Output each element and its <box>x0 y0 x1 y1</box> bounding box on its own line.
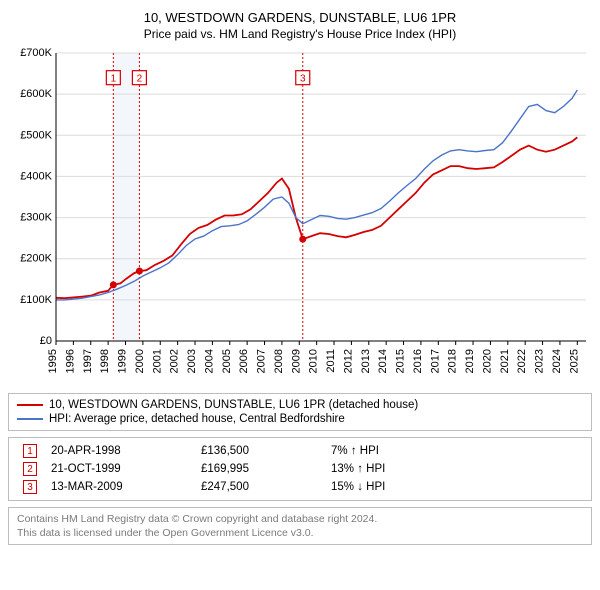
x-tick-label: 1996 <box>64 349 76 373</box>
x-tick-label: 2001 <box>151 349 163 373</box>
legend-label: 10, WESTDOWN GARDENS, DUNSTABLE, LU6 1PR… <box>49 399 418 411</box>
x-tick-label: 2006 <box>238 349 250 373</box>
attribution: Contains HM Land Registry data © Crown c… <box>8 507 592 545</box>
y-tick-label: £300K <box>20 212 52 224</box>
x-tick-label: 1999 <box>117 349 129 373</box>
x-tick-label: 2013 <box>360 349 372 373</box>
y-tick-label: £100K <box>20 294 52 306</box>
events-table: 1 20-APR-1998£136,5007% ↑ HPI 2 21-OCT-1999… <box>8 437 592 501</box>
x-tick-label: 2002 <box>169 349 181 373</box>
attribution-line1: Contains HM Land Registry data © Crown c… <box>17 512 583 526</box>
x-tick-label: 2011 <box>325 349 337 373</box>
event-marker-label: 2 <box>137 73 143 84</box>
event-price: £247,500 <box>195 478 325 496</box>
x-tick-label: 2014 <box>377 349 389 373</box>
x-tick-label: 2018 <box>447 349 459 373</box>
event-date: 20-APR-1998 <box>45 442 195 460</box>
x-tick-label: 2015 <box>395 349 407 373</box>
y-tick-label: £400K <box>20 170 52 182</box>
legend-label: HPI: Average price, detached house, Cent… <box>49 413 345 425</box>
chart-area: £0 £100K £200K £300K £400K £500K £600K £700K 199… <box>8 47 592 387</box>
x-tick-label: 2003 <box>186 349 198 373</box>
event-num-marker: 2 <box>23 462 37 476</box>
event-marker-label: 1 <box>111 73 117 84</box>
x-tick-label: 2019 <box>464 349 476 373</box>
x-tick-label: 2000 <box>134 349 146 373</box>
event-delta: 7% ↑ HPI <box>325 442 583 460</box>
y-tick-label: £600K <box>20 88 52 100</box>
x-tick-label: 2008 <box>273 349 285 373</box>
legend-row: HPI: Average price, detached house, Cent… <box>17 412 583 426</box>
event-row: 3 13-MAR-2009£247,50015% ↓ HPI <box>17 478 583 496</box>
data-point-marker <box>136 268 143 275</box>
x-tick-label: 2020 <box>481 349 493 373</box>
x-tick-label: 2017 <box>429 349 441 373</box>
x-tick-label: 2022 <box>516 349 528 373</box>
x-tick-label: 2012 <box>342 349 354 373</box>
chart-title: 10, WESTDOWN GARDENS, DUNSTABLE, LU6 1PR <box>8 10 592 25</box>
event-row: 1 20-APR-1998£136,5007% ↑ HPI <box>17 442 583 460</box>
x-tick-label: 2010 <box>308 349 320 373</box>
legend-row: 10, WESTDOWN GARDENS, DUNSTABLE, LU6 1PR… <box>17 398 583 412</box>
event-delta: 13% ↑ HPI <box>325 460 583 478</box>
x-tick-label: 2021 <box>499 349 511 373</box>
highlight-band <box>113 53 139 341</box>
x-tick-label: 1997 <box>82 349 94 373</box>
x-tick-label: 2004 <box>203 349 215 373</box>
chart-subtitle: Price paid vs. HM Land Registry's House … <box>8 27 592 41</box>
x-tick-label: 2007 <box>256 349 268 373</box>
x-tick-label: 1995 <box>47 349 59 373</box>
event-row: 2 21-OCT-1999£169,99513% ↑ HPI <box>17 460 583 478</box>
x-tick-label: 2016 <box>412 349 424 373</box>
legend-swatch <box>17 418 43 420</box>
x-tick-label: 2024 <box>551 349 563 373</box>
data-point-marker <box>110 281 117 288</box>
y-tick-label: £200K <box>20 253 52 265</box>
legend: 10, WESTDOWN GARDENS, DUNSTABLE, LU6 1PR… <box>8 393 592 431</box>
x-tick-label: 2023 <box>534 349 546 373</box>
event-num-marker: 3 <box>23 480 37 494</box>
x-tick-label: 2025 <box>568 349 580 373</box>
event-marker-label: 3 <box>300 73 306 84</box>
attribution-line2: This data is licensed under the Open Gov… <box>17 526 583 540</box>
event-date: 21-OCT-1999 <box>45 460 195 478</box>
event-price: £136,500 <box>195 442 325 460</box>
event-delta: 15% ↓ HPI <box>325 478 583 496</box>
y-tick-label: £0 <box>40 335 52 347</box>
y-tick-label: £500K <box>20 129 52 141</box>
chart-svg: £0 £100K £200K £300K £400K £500K £600K £700K 199… <box>8 47 592 387</box>
data-point-marker <box>299 236 306 243</box>
event-num-marker: 1 <box>23 444 37 458</box>
legend-swatch <box>17 404 43 406</box>
event-price: £169,995 <box>195 460 325 478</box>
x-tick-label: 1998 <box>99 349 111 373</box>
event-date: 13-MAR-2009 <box>45 478 195 496</box>
x-tick-label: 2009 <box>290 349 302 373</box>
y-tick-label: £700K <box>20 47 52 59</box>
x-tick-label: 2005 <box>221 349 233 373</box>
